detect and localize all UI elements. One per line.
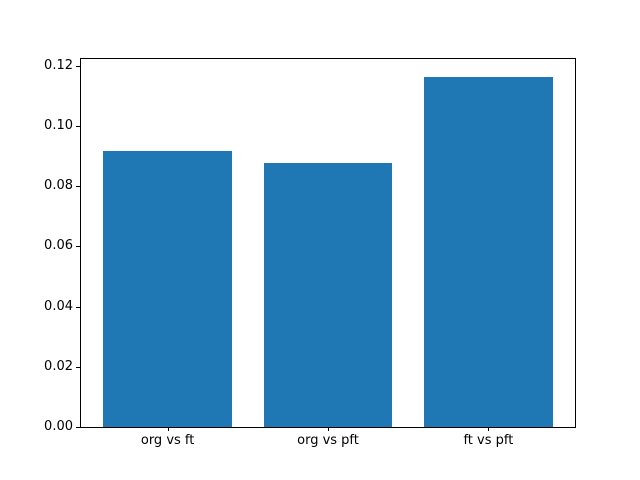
bar-org-vs-ft <box>103 151 232 427</box>
y-tick-mark <box>76 246 80 248</box>
bar-org-vs-pft <box>263 162 393 427</box>
y-tick-mark <box>76 125 80 127</box>
x-tick-label: org vs pft <box>297 433 359 448</box>
x-tick-label: org vs ft <box>140 433 195 448</box>
y-tick-mark <box>76 427 80 428</box>
bar-ft-vs-pft <box>424 76 553 427</box>
x-tick-label: ft vs pft <box>463 433 514 448</box>
x-tick-mark <box>328 427 329 431</box>
y-tick-label: 0.00 <box>44 419 73 434</box>
y-tick-mark <box>76 65 80 67</box>
x-tick-mark <box>167 427 169 431</box>
y-tick-label: 0.04 <box>44 298 73 314</box>
y-tick-mark <box>76 366 80 368</box>
y-tick-label: 0.02 <box>44 358 73 374</box>
y-tick-label: 0.06 <box>44 238 73 254</box>
y-tick-mark <box>76 306 80 308</box>
y-tick-mark <box>76 186 80 188</box>
y-tick-label: 0.12 <box>44 57 73 73</box>
y-tick-label: 0.08 <box>44 178 73 194</box>
plot-area <box>80 58 576 428</box>
x-tick-mark <box>488 427 490 431</box>
y-tick-label: 0.10 <box>44 117 73 133</box>
